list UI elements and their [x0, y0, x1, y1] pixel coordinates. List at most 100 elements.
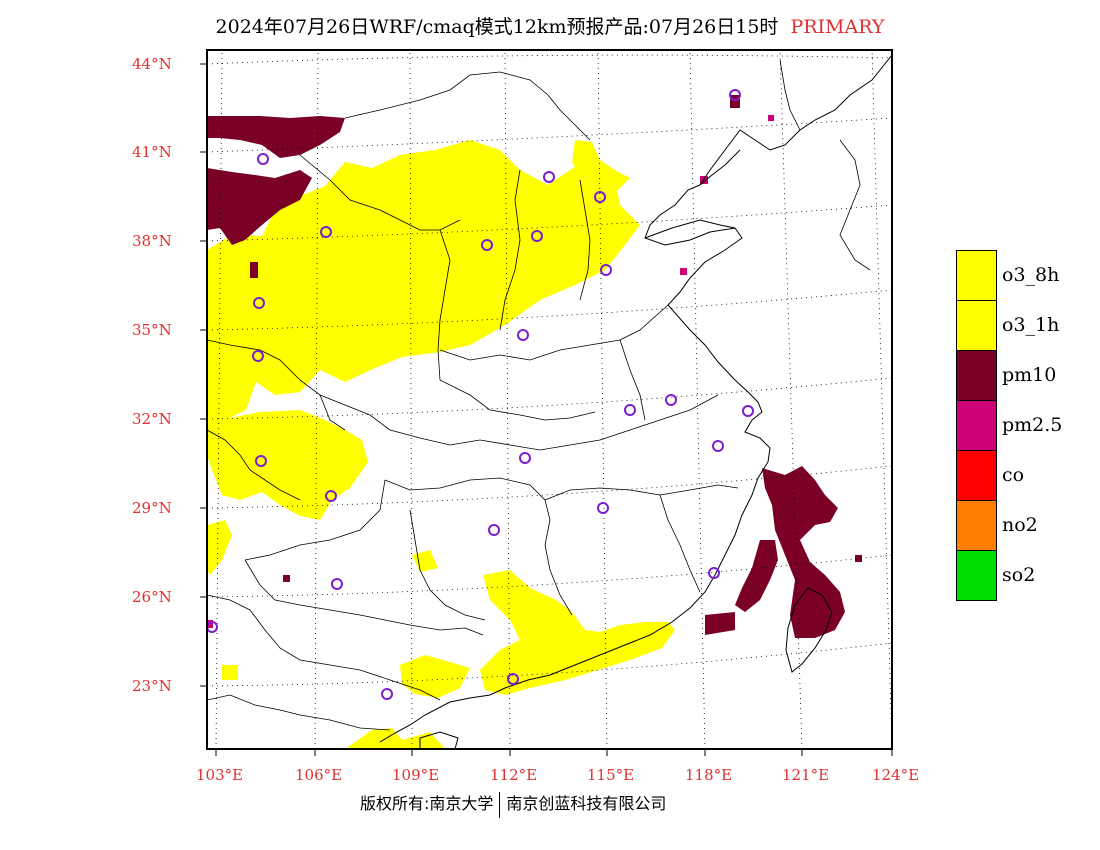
station-marker [597, 502, 609, 514]
pm10-area-coast-small [705, 612, 735, 635]
legend-swatch [956, 400, 997, 450]
copyright-footer: 版权所有:南京大学 南京创蓝科技有限公司 [360, 790, 666, 818]
station-marker [742, 405, 754, 417]
lon-label: 109°E [392, 766, 440, 784]
station-marker [331, 578, 343, 590]
pm10-area-fujian-coast [735, 540, 778, 612]
station-marker [624, 404, 636, 416]
footer-divider [499, 791, 501, 818]
lon-label: 115°E [587, 766, 635, 784]
lon-label: 103°E [196, 766, 244, 784]
lat-label: 38°N [132, 232, 172, 250]
o3-area-southwest [207, 520, 232, 575]
station-marker [488, 524, 500, 536]
legend-label: o3_8h [1002, 264, 1060, 286]
copyright-right: 南京创蓝科技有限公司 [506, 794, 667, 813]
station-marker [712, 440, 724, 452]
station-marker [543, 171, 555, 183]
pm10-area-northwest [207, 116, 345, 158]
station-marker [257, 153, 269, 165]
legend-swatch [956, 300, 997, 350]
station-marker [255, 455, 267, 467]
pm25-spot [700, 176, 708, 184]
stations [207, 89, 754, 700]
map-title: 2024年07月26日WRF/cmaq模式12km预报产品:07月26日15时 P… [0, 12, 1100, 39]
station-marker [531, 230, 543, 242]
lat-label: 32°N [132, 410, 172, 428]
pm25-areas [207, 115, 774, 628]
legend-label: pm2.5 [1002, 414, 1063, 436]
legend-label: o3_1h [1002, 314, 1060, 336]
graticule [207, 50, 892, 749]
hainan-outline [419, 731, 459, 749]
lon-label: 124°E [872, 766, 920, 784]
station-marker [594, 191, 606, 203]
pm10-area-small-3 [283, 575, 290, 582]
o3-area-north [207, 140, 640, 420]
station-marker [729, 89, 741, 101]
legend-swatch [956, 450, 997, 500]
station-marker [665, 394, 677, 406]
station-marker [517, 329, 529, 341]
station-marker [325, 490, 337, 502]
pm25-spot [207, 620, 213, 628]
pm10-area-west [207, 168, 312, 245]
legend-label: pm10 [1002, 364, 1057, 386]
station-marker [481, 239, 493, 251]
o3-areas [207, 140, 675, 749]
lat-label: 23°N [132, 677, 172, 695]
o3-area-inner-small [400, 152, 428, 172]
pm10-area-small-2 [855, 555, 862, 562]
pm25-spot [680, 268, 687, 275]
legend-swatch [956, 350, 997, 400]
station-marker [253, 297, 265, 309]
map-content [207, 50, 892, 749]
lat-label: 29°N [132, 499, 172, 517]
station-marker [207, 621, 218, 633]
pm10-area-taiwan-strait [762, 466, 845, 638]
o3-area-south-edge [345, 728, 445, 749]
pm10-area-liaoning [730, 95, 740, 108]
taiwan-outline [785, 587, 833, 673]
o3-area-yunnan-small [222, 665, 238, 680]
map-frame [206, 49, 893, 750]
lon-label: 106°E [295, 766, 343, 784]
legend-label: no2 [1002, 514, 1038, 536]
shandong-peninsula [644, 219, 736, 239]
pm10-area-small-1 [250, 262, 258, 278]
axis-ticks [200, 63, 893, 756]
station-marker [600, 264, 612, 276]
station-marker [519, 452, 531, 464]
o3-area-guangdong [480, 570, 675, 695]
lon-label: 118°E [685, 766, 733, 784]
lon-label: 121°E [782, 766, 830, 784]
lat-label: 44°N [132, 55, 172, 73]
legend-label: co [1002, 464, 1025, 486]
station-marker [507, 673, 519, 685]
lat-label: 41°N [132, 143, 172, 161]
title-text: 2024年07月26日WRF/cmaq模式12km预报产品:07月26日15时 [215, 16, 779, 38]
o3-area-guizhou-small [412, 550, 438, 572]
legend-swatch [956, 250, 997, 300]
o3-area-guangxi [400, 655, 470, 698]
pm10-areas [207, 95, 862, 638]
copyright-left: 版权所有:南京大学 [360, 794, 494, 813]
legend-swatch [956, 500, 997, 550]
o3-area-beijing [572, 140, 630, 190]
o3-area-sichuan [207, 410, 368, 520]
pm25-spot [768, 115, 774, 121]
legend-label: so2 [1002, 564, 1036, 586]
station-marker [320, 226, 332, 238]
station-marker [381, 688, 393, 700]
province-boundaries [207, 59, 871, 731]
station-marker [708, 567, 720, 579]
station-marker [252, 350, 264, 362]
lat-label: 26°N [132, 588, 172, 606]
lon-label: 112°E [490, 766, 538, 784]
legend-swatch [956, 550, 997, 601]
coastline [379, 54, 892, 749]
title-primary-tag: PRIMARY [790, 16, 885, 38]
lat-label: 35°N [132, 321, 172, 339]
liaodong-peninsula [699, 149, 741, 186]
